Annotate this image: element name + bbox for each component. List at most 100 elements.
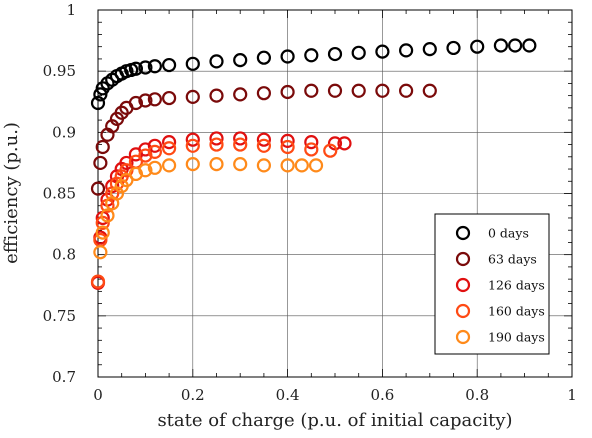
data-point [280, 133, 295, 148]
legend-label: 0 days [488, 226, 529, 241]
y-tick-labels: 0.7 0.75 0.8 0.85 0.9 0.95 1 [43, 1, 76, 386]
data-point [256, 50, 271, 65]
legend-marker [455, 277, 471, 293]
data-point [323, 143, 338, 158]
data-point [399, 43, 414, 58]
data-point [128, 61, 144, 76]
data-point [147, 144, 162, 160]
x-tick-label: 0.2 [181, 386, 205, 404]
data-point [95, 225, 110, 240]
data-point [256, 132, 271, 147]
data-point [375, 83, 390, 98]
data-point [470, 39, 485, 54]
y-tick-label: 0.7 [52, 368, 76, 386]
data-point [337, 136, 352, 151]
data-point [327, 83, 343, 98]
data-point [128, 95, 144, 111]
data-point [399, 83, 414, 98]
data-point [95, 139, 110, 155]
data-point [233, 131, 248, 146]
y-tick-label: 0.95 [43, 62, 76, 80]
data-point [147, 138, 162, 153]
grid [98, 10, 572, 377]
x-axis-label: state of charge (p.u. of initial capacit… [157, 410, 512, 431]
data-point [90, 274, 106, 289]
series-63-days [90, 83, 437, 196]
data-point [209, 54, 224, 69]
x-tick-label: 0.6 [370, 386, 394, 404]
data-point [100, 208, 115, 223]
data-point [90, 181, 106, 196]
y-axis-label: efficiency (p.u.) [1, 122, 22, 264]
data-point [327, 46, 343, 62]
y-tick-label: 0.8 [52, 246, 76, 264]
data-point [422, 42, 437, 57]
data-point [147, 92, 162, 107]
data-point [162, 158, 177, 173]
x-tick-labels: 0 0.2 0.4 0.6 0.8 1 [93, 386, 577, 404]
data-point [351, 45, 366, 60]
legend-label: 160 days [488, 304, 545, 319]
x-tick-label: 0.8 [465, 386, 489, 404]
data-point [185, 132, 200, 147]
data-point [304, 142, 319, 157]
data-point [209, 131, 224, 146]
data-point [256, 158, 271, 173]
series-190-days [93, 157, 324, 260]
data-point [304, 48, 319, 63]
data-point [256, 86, 271, 101]
data-point [93, 155, 108, 171]
data-point [162, 135, 177, 150]
y-tick-label: 0.85 [43, 185, 76, 203]
legend-marker [455, 303, 471, 319]
data-point [162, 141, 177, 156]
legend-label: 190 days [488, 330, 545, 345]
data-point [119, 155, 134, 171]
legend: 0 days 63 days 126 days 160 days 190 days [434, 213, 550, 355]
y-tick-label: 1 [66, 1, 76, 19]
y-tick-label: 0.75 [43, 307, 76, 325]
data-point [138, 93, 153, 108]
data-point [185, 89, 200, 104]
data-point [147, 59, 162, 74]
legend-marker [455, 251, 471, 267]
data-point [233, 137, 248, 152]
series-0-days [90, 38, 537, 111]
data-point [280, 139, 295, 155]
y-tick-label: 0.9 [52, 123, 76, 141]
data-point [280, 84, 295, 100]
data-point [522, 38, 537, 53]
data-point [209, 137, 224, 152]
data-point [233, 157, 248, 172]
data-point [209, 157, 224, 172]
data-point [304, 135, 319, 150]
data-point [375, 44, 390, 59]
data-point [209, 88, 224, 103]
data-point [185, 138, 200, 153]
data-point [185, 56, 200, 71]
x-tick-label: 0.4 [276, 386, 300, 404]
data-point [90, 95, 106, 111]
data-point [147, 160, 162, 175]
data-point [508, 38, 523, 53]
data-point [351, 83, 366, 98]
data-point [446, 40, 461, 56]
data-point [185, 157, 200, 172]
data-point [93, 245, 108, 260]
x-tick-label: 1 [567, 386, 577, 404]
data-point [138, 163, 153, 178]
data-point [93, 87, 108, 102]
legend-label: 63 days [488, 252, 537, 267]
data-point [304, 83, 319, 98]
data-point [138, 60, 153, 75]
data-point [280, 158, 295, 173]
legend-marker [455, 329, 471, 345]
legend-box [434, 213, 550, 355]
series-160-days [90, 137, 338, 289]
data-point [256, 138, 271, 153]
data-point [280, 49, 295, 64]
series-layer [90, 38, 537, 290]
data-point [308, 158, 324, 173]
data-point [233, 53, 248, 68]
